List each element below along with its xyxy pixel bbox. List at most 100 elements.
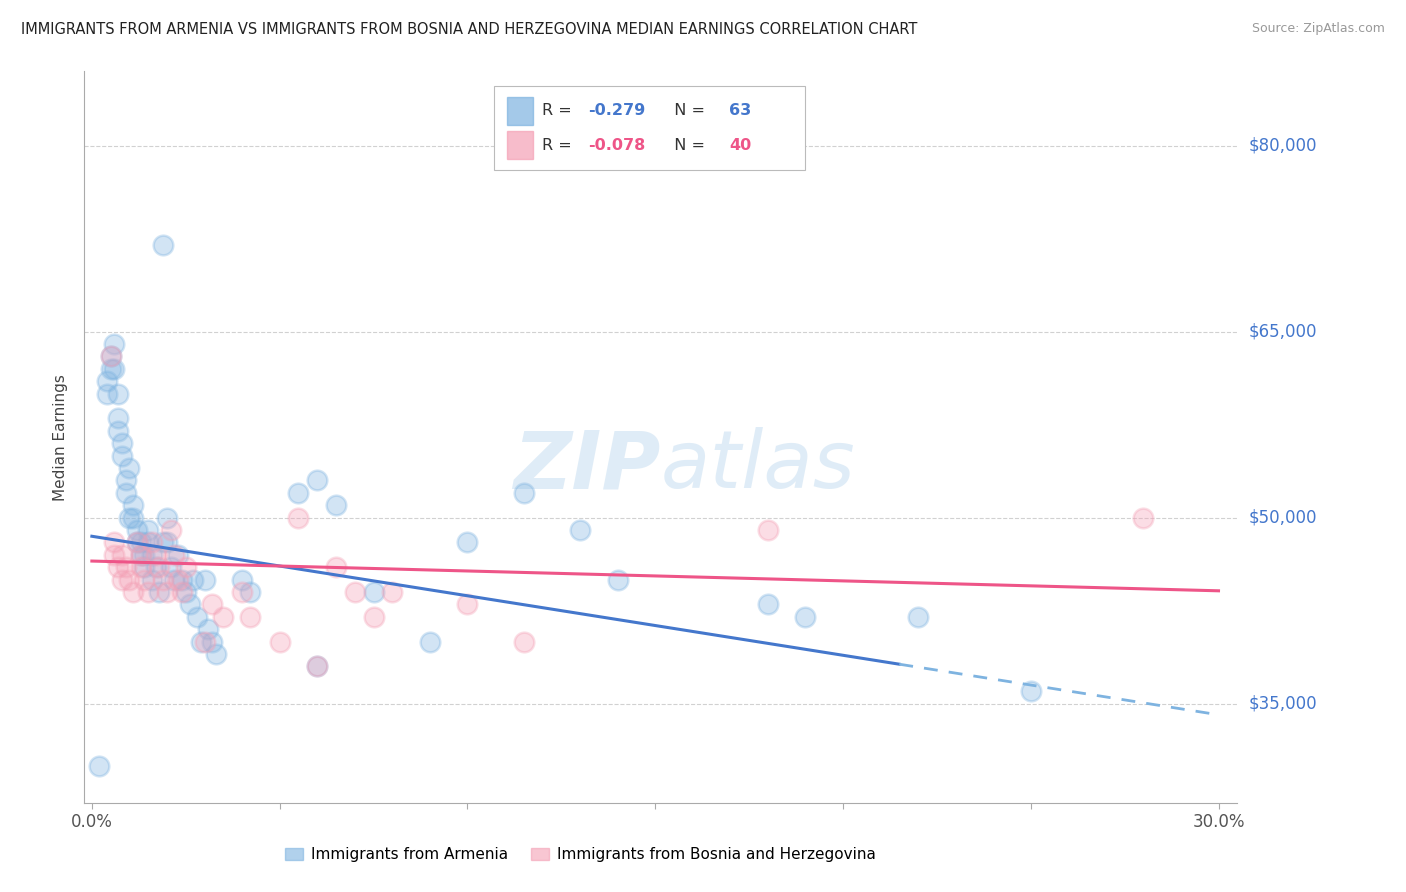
Point bbox=[122, 585, 145, 599]
Point bbox=[513, 486, 536, 500]
Point bbox=[156, 510, 179, 524]
Point bbox=[197, 622, 219, 636]
Point bbox=[134, 560, 156, 574]
Point bbox=[363, 585, 385, 599]
Point bbox=[794, 610, 817, 624]
Point bbox=[186, 610, 208, 624]
Point bbox=[103, 548, 125, 562]
Point bbox=[114, 560, 136, 574]
Point bbox=[907, 610, 929, 624]
Point bbox=[179, 598, 201, 612]
Point bbox=[103, 337, 125, 351]
Point bbox=[1132, 510, 1154, 524]
Text: -0.078: -0.078 bbox=[588, 137, 645, 153]
Text: R =: R = bbox=[543, 137, 576, 153]
Point bbox=[100, 362, 122, 376]
Text: atlas: atlas bbox=[661, 427, 856, 506]
Text: 63: 63 bbox=[728, 103, 751, 119]
Point bbox=[307, 659, 329, 673]
Point bbox=[201, 598, 224, 612]
Point bbox=[148, 585, 170, 599]
Point bbox=[96, 374, 118, 388]
Point bbox=[156, 535, 179, 549]
Point bbox=[100, 350, 122, 364]
Point bbox=[756, 598, 779, 612]
Point bbox=[201, 634, 224, 648]
Point bbox=[419, 634, 441, 648]
Text: IMMIGRANTS FROM ARMENIA VS IMMIGRANTS FROM BOSNIA AND HERZEGOVINA MEDIAN EARNING: IMMIGRANTS FROM ARMENIA VS IMMIGRANTS FR… bbox=[21, 22, 918, 37]
Point bbox=[152, 238, 174, 252]
Point bbox=[129, 560, 152, 574]
Point bbox=[111, 449, 134, 463]
Point bbox=[103, 535, 125, 549]
Point bbox=[287, 486, 309, 500]
Point bbox=[231, 573, 253, 587]
Point bbox=[606, 573, 628, 587]
Text: N =: N = bbox=[664, 103, 710, 119]
Point bbox=[141, 548, 163, 562]
Point bbox=[239, 610, 262, 624]
Point bbox=[163, 548, 186, 562]
Point bbox=[118, 510, 141, 524]
Point bbox=[193, 573, 215, 587]
Point bbox=[141, 535, 163, 549]
Point bbox=[141, 573, 163, 587]
Point bbox=[111, 436, 134, 450]
Point bbox=[174, 560, 197, 574]
Point bbox=[167, 548, 190, 562]
Text: $80,000: $80,000 bbox=[1249, 136, 1317, 154]
Point bbox=[456, 598, 478, 612]
Point bbox=[152, 573, 174, 587]
Point bbox=[193, 634, 215, 648]
Point bbox=[129, 548, 152, 562]
Point bbox=[170, 585, 193, 599]
Point bbox=[125, 523, 148, 537]
Point bbox=[167, 573, 190, 587]
Point bbox=[122, 510, 145, 524]
Point bbox=[145, 560, 167, 574]
Point bbox=[134, 573, 156, 587]
Point bbox=[134, 548, 156, 562]
Text: R =: R = bbox=[543, 103, 576, 119]
Point bbox=[107, 424, 129, 438]
Point bbox=[343, 585, 366, 599]
Point bbox=[156, 585, 179, 599]
Point bbox=[96, 386, 118, 401]
Point bbox=[114, 474, 136, 488]
Text: -0.279: -0.279 bbox=[588, 103, 645, 119]
Point bbox=[325, 560, 347, 574]
Point bbox=[181, 573, 204, 587]
Point bbox=[114, 486, 136, 500]
Point bbox=[287, 510, 309, 524]
Text: Source: ZipAtlas.com: Source: ZipAtlas.com bbox=[1251, 22, 1385, 36]
Point bbox=[125, 535, 148, 549]
Text: $65,000: $65,000 bbox=[1249, 323, 1317, 341]
Point bbox=[174, 585, 197, 599]
Point bbox=[1019, 684, 1042, 698]
Point bbox=[163, 573, 186, 587]
Text: $50,000: $50,000 bbox=[1249, 508, 1317, 526]
Point bbox=[159, 560, 181, 574]
Text: N =: N = bbox=[664, 137, 710, 153]
Bar bbox=[508, 97, 533, 125]
Text: ZIP: ZIP bbox=[513, 427, 661, 506]
Point bbox=[136, 523, 159, 537]
Point bbox=[190, 634, 212, 648]
Text: 40: 40 bbox=[728, 137, 751, 153]
Point bbox=[103, 362, 125, 376]
Point bbox=[269, 634, 291, 648]
Point bbox=[152, 535, 174, 549]
Point bbox=[513, 634, 536, 648]
Point bbox=[129, 535, 152, 549]
Point bbox=[307, 659, 329, 673]
Point bbox=[307, 474, 329, 488]
Point bbox=[136, 535, 159, 549]
Point bbox=[212, 610, 235, 624]
Point bbox=[89, 758, 111, 772]
Point bbox=[118, 461, 141, 475]
Point bbox=[170, 573, 193, 587]
Point bbox=[107, 386, 129, 401]
Point bbox=[136, 585, 159, 599]
Y-axis label: Median Earnings: Median Earnings bbox=[53, 374, 69, 500]
Point bbox=[231, 585, 253, 599]
